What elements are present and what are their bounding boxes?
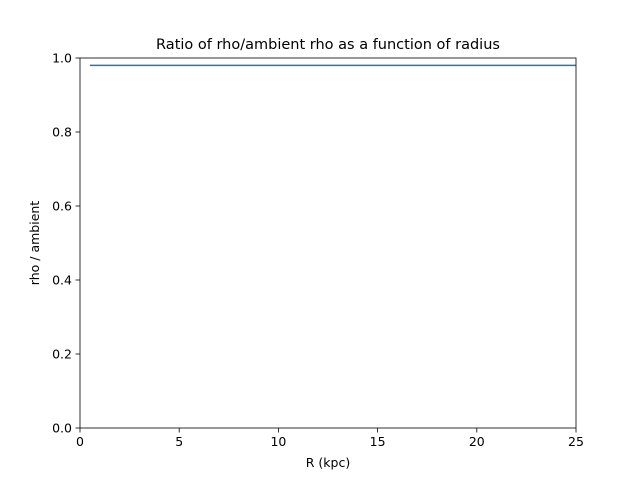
x-tick-label: 15: [370, 434, 386, 449]
y-tick-label: 0.8: [52, 125, 72, 140]
x-tick-label: 0: [76, 434, 84, 449]
x-axis-label: R (kpc): [306, 455, 350, 470]
y-axis-label: rho / ambient: [27, 201, 42, 286]
y-tick-label: 0.4: [52, 273, 72, 288]
y-tick-label: 1.0: [52, 51, 72, 66]
y-tick-label: 0.2: [52, 347, 72, 362]
x-tick-label: 10: [270, 434, 286, 449]
ticks-layer: 0 5 10 15 20 25 0.0 0.2 0.4 0.6 0.8 1.0: [52, 51, 584, 450]
x-tick-label: 5: [175, 434, 183, 449]
y-tick-label: 0.0: [52, 421, 72, 436]
y-tick-label: 0.6: [52, 199, 72, 214]
x-tick-label: 20: [469, 434, 485, 449]
chart-title: Ratio of rho/ambient rho as a function o…: [156, 37, 500, 53]
x-tick-label: 25: [568, 434, 584, 449]
axes-frame: [79, 57, 577, 429]
plot-area: [80, 58, 576, 428]
